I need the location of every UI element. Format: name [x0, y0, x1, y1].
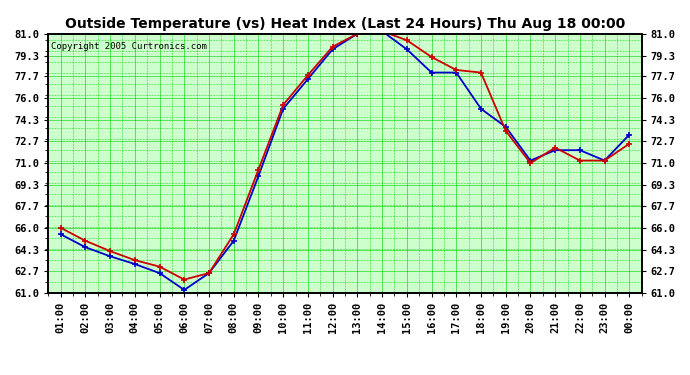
Text: Copyright 2005 Curtronics.com: Copyright 2005 Curtronics.com: [51, 42, 207, 51]
Title: Outside Temperature (vs) Heat Index (Last 24 Hours) Thu Aug 18 00:00: Outside Temperature (vs) Heat Index (Las…: [65, 17, 625, 31]
